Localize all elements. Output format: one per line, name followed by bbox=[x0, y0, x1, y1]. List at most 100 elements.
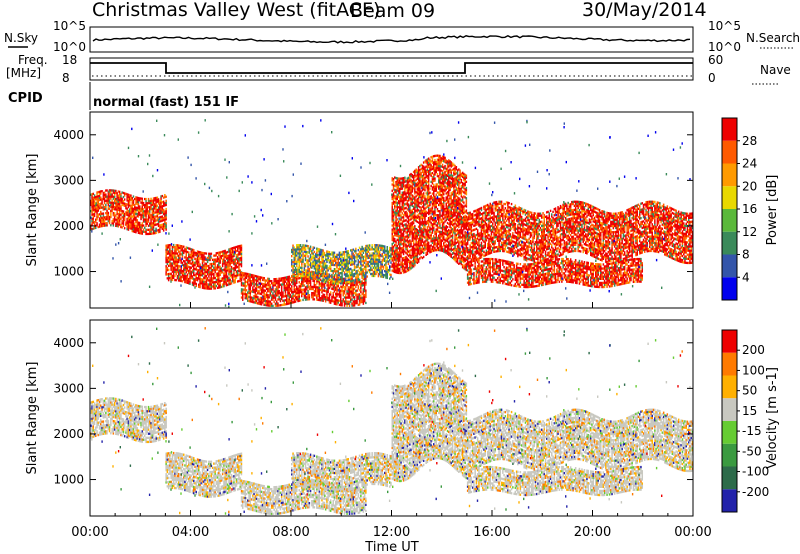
power-cell bbox=[144, 226, 146, 229]
power-cell bbox=[126, 211, 128, 214]
power-cell bbox=[402, 183, 405, 186]
power-cell bbox=[377, 266, 380, 270]
power-cell bbox=[223, 250, 225, 253]
power-cell bbox=[404, 197, 406, 200]
power-cell bbox=[166, 260, 169, 264]
power-cell bbox=[209, 273, 211, 276]
power-cell bbox=[401, 263, 404, 266]
power-cell bbox=[244, 286, 247, 289]
power-cell bbox=[311, 285, 313, 289]
power-cell bbox=[232, 257, 234, 260]
power-cell bbox=[420, 249, 422, 253]
power-cell bbox=[410, 226, 412, 229]
power-cell bbox=[96, 199, 98, 202]
power-cell bbox=[283, 285, 286, 288]
power-cell bbox=[149, 212, 151, 215]
power-cell bbox=[426, 250, 429, 253]
power-cell bbox=[93, 194, 96, 197]
power-cell bbox=[291, 297, 293, 300]
power-cell bbox=[348, 286, 351, 289]
power-cell bbox=[297, 256, 299, 259]
power-cell bbox=[361, 247, 363, 251]
power-cell bbox=[237, 265, 239, 269]
power-cell bbox=[120, 207, 122, 210]
power-cell bbox=[333, 282, 336, 285]
power-cell bbox=[130, 223, 132, 226]
power-cell bbox=[431, 161, 434, 164]
power-cell bbox=[416, 230, 419, 234]
power-cell bbox=[247, 293, 249, 296]
power-cell bbox=[316, 273, 318, 277]
power-cell bbox=[189, 266, 191, 269]
power-cell bbox=[296, 281, 298, 284]
power-cell bbox=[410, 232, 412, 235]
power-cell bbox=[298, 268, 301, 271]
power-cell bbox=[434, 202, 436, 205]
power-cell bbox=[180, 275, 182, 278]
power-cell bbox=[414, 216, 416, 220]
power-cell bbox=[226, 255, 229, 258]
power-cell bbox=[162, 223, 165, 226]
power-cell bbox=[149, 202, 151, 205]
power-cell bbox=[402, 203, 405, 206]
power-cell bbox=[190, 254, 193, 257]
power-cell bbox=[132, 201, 135, 204]
power-cell bbox=[435, 160, 438, 164]
power-cell bbox=[228, 279, 230, 282]
power-cell bbox=[165, 199, 167, 202]
power-cell bbox=[135, 218, 137, 222]
power-cell bbox=[149, 210, 151, 213]
power-cell bbox=[412, 213, 415, 217]
power-cell bbox=[196, 254, 199, 257]
power-cell bbox=[395, 246, 397, 249]
power-cell bbox=[137, 207, 140, 210]
power-cell bbox=[238, 269, 240, 272]
power-cell bbox=[190, 270, 193, 273]
power-cell bbox=[360, 268, 362, 272]
power-cell bbox=[401, 242, 404, 246]
power-cell bbox=[370, 260, 372, 263]
power-cell bbox=[171, 278, 174, 282]
power-cell bbox=[111, 189, 113, 192]
power-cell bbox=[198, 263, 200, 266]
power-cell bbox=[396, 228, 399, 231]
power-cell bbox=[126, 213, 128, 216]
power-cell bbox=[376, 246, 378, 249]
power-cell bbox=[233, 281, 235, 284]
power-cell bbox=[118, 190, 121, 193]
power-cell bbox=[136, 208, 139, 212]
power-cell bbox=[356, 301, 358, 305]
power-cell bbox=[205, 279, 208, 282]
power-cell bbox=[352, 283, 355, 287]
power-cell bbox=[210, 271, 213, 274]
power-cell bbox=[317, 276, 319, 279]
power-cell bbox=[177, 250, 180, 253]
power-cell bbox=[257, 279, 259, 282]
power-cell bbox=[363, 287, 366, 291]
power-cell bbox=[313, 275, 316, 278]
power-cell bbox=[373, 266, 376, 269]
power-cell bbox=[425, 239, 427, 242]
power-cell bbox=[331, 283, 333, 286]
power-cell bbox=[201, 260, 204, 263]
power-cell bbox=[337, 274, 340, 277]
power-cell bbox=[431, 204, 434, 208]
power-cell bbox=[338, 291, 341, 294]
power-cell bbox=[118, 200, 121, 204]
power-cell bbox=[351, 282, 353, 285]
power-cell bbox=[378, 250, 381, 253]
power-cell bbox=[385, 249, 387, 253]
power-cell bbox=[410, 265, 412, 268]
power-cell bbox=[312, 248, 314, 251]
power-cell bbox=[362, 277, 365, 281]
power-cell bbox=[360, 258, 362, 261]
power-cell bbox=[394, 190, 396, 194]
power-cell bbox=[181, 261, 184, 264]
power-cell bbox=[108, 193, 111, 196]
power-cell bbox=[356, 253, 358, 256]
power-cell bbox=[409, 212, 411, 216]
power-cell bbox=[405, 235, 407, 238]
power-cell bbox=[155, 209, 157, 212]
power-cell bbox=[100, 210, 102, 214]
power-cell bbox=[397, 247, 400, 250]
